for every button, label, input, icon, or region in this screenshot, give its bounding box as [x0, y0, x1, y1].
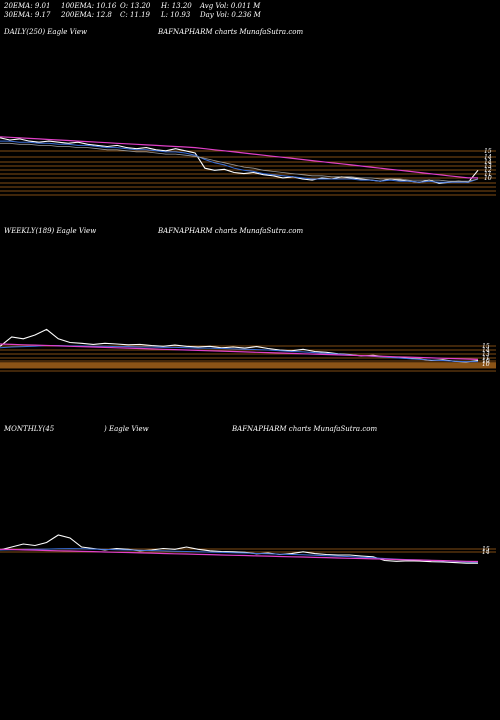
weekly-tick-label-2: 13: [482, 351, 490, 358]
monthly-tick-label-1: 14: [482, 549, 490, 556]
weekly-level-band: [0, 362, 496, 368]
daily-series-ema_long: [0, 136, 478, 179]
monthly-series-ema_long: [0, 548, 479, 563]
weekly-series-ema_short: [0, 345, 478, 363]
daily-series-price: [0, 137, 479, 184]
weekly-tick-label-3: 11: [482, 355, 490, 362]
daily-tick-label-5: 11: [484, 171, 492, 178]
daily-panel-source: BAFNAPHARM charts MunafaSutra.com: [158, 28, 304, 36]
stat-low: L: 10.93: [161, 11, 191, 19]
monthly-series-price: [0, 534, 478, 564]
daily-tick-label-3: 13: [484, 163, 492, 170]
monthly-panel-label-suffix: ) Eagle View: [104, 425, 149, 433]
stat-open: O: 13.20: [120, 2, 151, 10]
stat-ema200: 200EMA: 12.8: [61, 11, 112, 19]
stat-high: H: 13.20: [161, 2, 192, 10]
daily-tick-label-0: 15: [484, 148, 492, 155]
weekly-tick-label-4: 10: [482, 358, 490, 365]
daily-tick-label-4: 12: [484, 167, 492, 174]
stat-ema100: 100EMA: 10.16: [61, 2, 117, 10]
daily-tick-label-1: 14: [484, 154, 492, 161]
monthly-tick-label-0: 15: [482, 546, 490, 553]
weekly-tick-label-5: 10: [482, 361, 490, 368]
daily-series-ema_mid: [0, 142, 479, 182]
stat-avg-vol: Avg Vol: 0.011 M: [200, 2, 261, 10]
stat-close: C: 11.19: [120, 11, 150, 19]
daily-tick-label-2: 14: [484, 159, 492, 166]
weekly-series-ema_long: [0, 343, 479, 360]
stat-ema30: 30EMA: 9.17: [4, 11, 51, 19]
stat-ema20: 20EMA: 9.01: [4, 2, 51, 10]
weekly-panel-source: BAFNAPHARM charts MunafaSutra.com: [158, 227, 304, 235]
weekly-panel-label: WEEKLY(189) Eagle View: [4, 227, 97, 235]
monthly-panel-label: MONTHLY(45: [4, 425, 55, 433]
monthly-panel-source: BAFNAPHARM charts MunafaSutra.com: [232, 425, 378, 433]
weekly-tick-label-1: 14: [482, 347, 490, 354]
daily-series-ema_short: [0, 140, 479, 183]
stat-day-vol: Day Vol: 0.236 M: [200, 11, 261, 19]
weekly-tick-label-0: 15: [482, 343, 490, 350]
daily-panel-label: DAILY(250) Eagle View: [4, 28, 87, 36]
daily-tick-label-6: 10: [484, 175, 492, 182]
